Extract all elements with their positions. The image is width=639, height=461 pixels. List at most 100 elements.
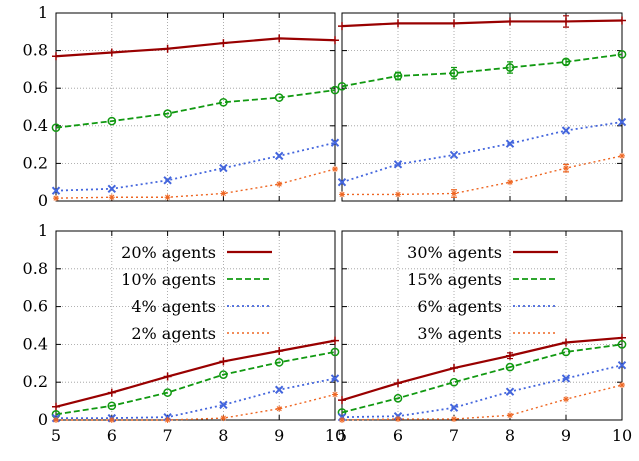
- data-point: [163, 388, 172, 397]
- data-point: [451, 190, 457, 197]
- y-tick-label: 1: [38, 3, 48, 22]
- data-point: [561, 126, 571, 135]
- series-2: [51, 85, 340, 133]
- data-point: [274, 385, 284, 394]
- data-point: [163, 109, 172, 118]
- data-point: [107, 48, 116, 57]
- legend-label: 4% agents: [131, 297, 216, 316]
- series-line: [56, 377, 336, 420]
- data-point: [561, 347, 571, 357]
- data-point: [219, 400, 228, 410]
- data-point: [163, 176, 172, 185]
- data-point: [449, 150, 459, 160]
- data-point: [338, 22, 346, 31]
- y-tick-label: 1: [38, 221, 48, 240]
- data-point: [331, 336, 339, 345]
- data-point: [220, 190, 227, 197]
- series-2: [51, 347, 340, 419]
- data-point: [562, 17, 570, 26]
- series-1: [52, 34, 339, 61]
- series-4: [339, 382, 625, 423]
- data-point: [451, 416, 457, 423]
- data-point: [274, 151, 284, 161]
- legend-label: 3% agents: [417, 324, 502, 343]
- x-tick-label: 7: [449, 426, 459, 445]
- data-point: [274, 93, 284, 102]
- x-tick-label: 10: [325, 426, 345, 445]
- data-point: [394, 379, 402, 388]
- data-point: [339, 191, 345, 198]
- data-point: [51, 186, 61, 195]
- legend-label: 20% agents: [121, 243, 216, 262]
- data-point: [108, 194, 115, 201]
- legend-label: 2% agents: [131, 324, 216, 343]
- y-tick-label: 0.6: [23, 297, 48, 316]
- series-line: [341, 364, 623, 419]
- data-point: [107, 116, 117, 126]
- series-line: [56, 393, 336, 421]
- series-line: [341, 53, 623, 88]
- data-point: [53, 195, 59, 202]
- data-point: [561, 57, 571, 67]
- data-point: [505, 362, 515, 372]
- data-point: [449, 68, 459, 78]
- x-tick-label: 5: [51, 426, 61, 445]
- panel-top-left: 0 0.2 0.4 0.6 0.8 1: [23, 3, 340, 210]
- data-point: [337, 177, 347, 187]
- data-point: [332, 166, 338, 173]
- panel-frame: [55, 230, 336, 421]
- data-point: [393, 160, 403, 169]
- data-point: [276, 405, 283, 412]
- data-point: [450, 364, 458, 373]
- panel-bottom-left: 0 0.2 0.4 0.6 0.8 1 5 6 7 8 9 10 20% agents 10% agent…: [23, 221, 346, 445]
- data-point: [274, 358, 284, 367]
- x-tick-label: 9: [274, 426, 284, 445]
- y-tick-label: 0.4: [23, 116, 48, 135]
- data-point: [107, 184, 117, 193]
- data-point: [163, 44, 172, 53]
- data-point: [331, 36, 339, 45]
- data-point: [617, 340, 627, 349]
- x-tick-label: 10: [612, 426, 632, 445]
- data-point: [561, 374, 571, 383]
- data-point: [449, 377, 459, 387]
- data-point: [395, 191, 401, 198]
- panel-bottom-right: 5 6 7 8 9 10 30% agents 15% agents 6% agents 3% a…: [337, 230, 632, 445]
- data-point: [219, 357, 228, 366]
- legend: 30% agents 15% agents 6% agents 3% agents: [407, 243, 558, 343]
- data-point: [337, 81, 347, 91]
- data-point: [505, 387, 515, 396]
- panel-top-right: [337, 12, 627, 202]
- x-tick-label: 6: [107, 426, 117, 445]
- data-point: [108, 417, 115, 423]
- data-point: [393, 71, 403, 81]
- series-line: [342, 155, 623, 196]
- series-line: [341, 121, 623, 184]
- data-point: [51, 123, 61, 133]
- y-tick-label: 0: [38, 191, 48, 210]
- data-point: [219, 370, 228, 379]
- data-point: [563, 396, 569, 403]
- data-point: [619, 152, 625, 159]
- y-tick-label: 0.2: [23, 153, 48, 172]
- data-point: [617, 360, 627, 370]
- data-point: [505, 139, 515, 148]
- series-2: [337, 50, 627, 91]
- y-tick-label: 0.8: [23, 259, 48, 278]
- legend-label: 30% agents: [407, 243, 502, 262]
- series-line: [341, 19, 623, 28]
- series-3: [337, 360, 627, 422]
- data-point: [450, 19, 458, 28]
- data-point: [619, 382, 625, 389]
- data-point: [52, 52, 60, 61]
- series-4: [339, 152, 625, 198]
- data-point: [338, 396, 346, 405]
- data-point: [332, 391, 338, 398]
- data-point: [164, 194, 171, 201]
- data-point: [275, 34, 284, 43]
- series-line: [55, 89, 336, 129]
- series-2: [337, 340, 627, 417]
- data-point: [330, 138, 340, 147]
- data-point: [330, 347, 340, 357]
- data-point: [507, 179, 513, 186]
